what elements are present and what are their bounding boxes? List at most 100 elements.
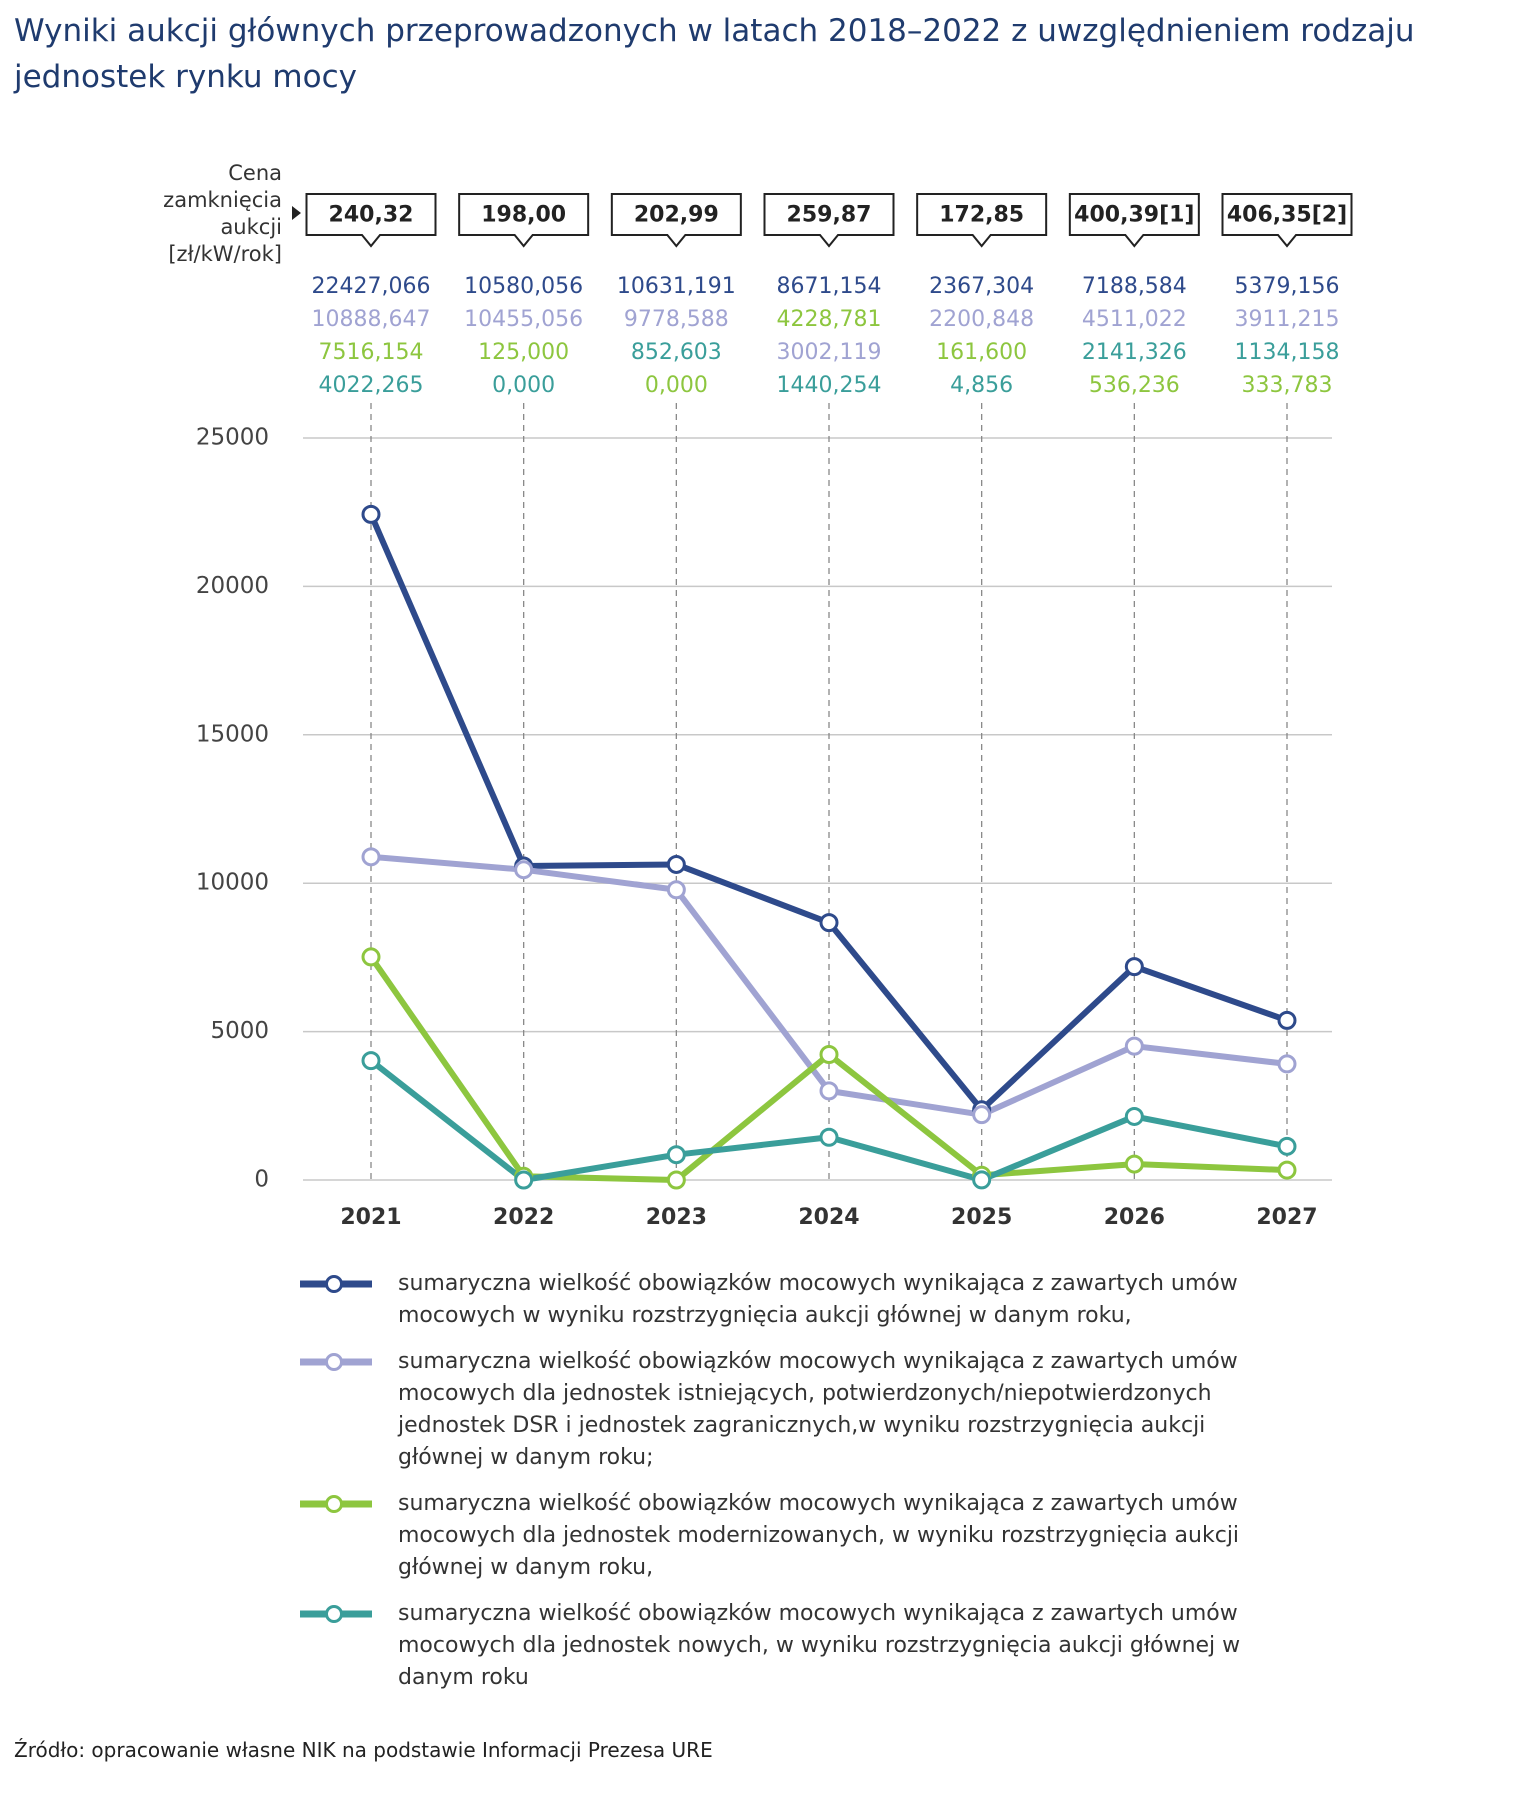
data-point	[1124, 1106, 1144, 1126]
value-label: 22427,066	[312, 274, 431, 299]
legend-swatch	[300, 1605, 372, 1623]
value-label: 10580,056	[464, 274, 583, 299]
legend-swatch	[300, 1495, 372, 1513]
y-tick-label: 20000	[196, 573, 269, 599]
value-label: 10455,056	[464, 307, 583, 332]
price-label: 400,39[1]	[1074, 203, 1194, 228]
data-point	[819, 913, 839, 933]
y-tick-label: 10000	[196, 870, 269, 896]
x-tick-label: 2022	[493, 1205, 554, 1230]
value-label: 4228,781	[777, 307, 882, 332]
price-box	[916, 193, 1048, 248]
value-label: 536,236	[1089, 373, 1180, 398]
x-tick-label: 2027	[1256, 1205, 1317, 1230]
data-point	[972, 1170, 992, 1190]
price-title: zamknięcia	[163, 188, 282, 212]
price-box	[610, 193, 742, 248]
data-point	[514, 860, 534, 880]
data-point	[666, 1170, 686, 1190]
data-point	[361, 1051, 381, 1071]
legend-item: sumaryczna wielkość obowiązków mocowych …	[300, 1488, 1278, 1584]
price-label: 198,00	[481, 203, 566, 228]
legend-swatch	[300, 1353, 372, 1371]
data-point	[1124, 1154, 1144, 1174]
data-point	[514, 1170, 534, 1190]
value-label: 0,000	[645, 373, 708, 398]
legend-marker	[325, 1495, 343, 1513]
data-point	[666, 880, 686, 900]
x-tick-label: 2025	[951, 1205, 1012, 1230]
value-label: 5379,156	[1235, 274, 1340, 299]
data-point	[1277, 1054, 1297, 1074]
legend-label: sumaryczna wielkość obowiązków mocowych …	[398, 1491, 1240, 1580]
data-point	[1124, 1036, 1144, 1056]
legend-item: sumaryczna wielkość obowiązków mocowych …	[300, 1598, 1278, 1694]
value-label: 2367,304	[929, 274, 1034, 299]
price-box	[1221, 193, 1353, 248]
data-point	[972, 1105, 992, 1125]
value-label: 161,600	[936, 340, 1027, 365]
y-tick-label: 5000	[210, 1018, 269, 1044]
value-label: 3911,215	[1235, 307, 1340, 332]
value-label: 852,603	[631, 340, 722, 365]
price-arrow	[292, 206, 301, 220]
data-point	[361, 847, 381, 867]
legend-item: sumaryczna wielkość obowiązków mocowych …	[300, 1346, 1278, 1474]
legend-label: sumaryczna wielkość obowiązków mocowych …	[398, 1271, 1238, 1328]
price-label: 202,99	[634, 203, 719, 228]
legend-label: sumaryczna wielkość obowiązków mocowych …	[398, 1349, 1238, 1470]
data-point	[819, 1127, 839, 1147]
value-label: 8671,154	[777, 274, 882, 299]
price-box	[1068, 193, 1200, 248]
legend-swatch	[300, 1275, 372, 1293]
x-tick-label: 2026	[1104, 1205, 1165, 1230]
data-point	[361, 504, 381, 524]
value-label: 7188,584	[1082, 274, 1187, 299]
data-point	[666, 1145, 686, 1165]
price-title: Cena	[228, 161, 282, 185]
legend-item: sumaryczna wielkość obowiązków mocowych …	[300, 1268, 1278, 1332]
value-label: 1440,254	[777, 373, 882, 398]
value-label: 0,000	[492, 373, 555, 398]
data-point	[1124, 957, 1144, 977]
price-title: [zł/kW/rok]	[168, 242, 282, 266]
value-label: 2200,848	[929, 307, 1034, 332]
data-point	[1277, 1136, 1297, 1156]
price-box	[305, 193, 437, 248]
price-label: 240,32	[329, 203, 414, 228]
value-label: 4,856	[950, 373, 1013, 398]
y-tick-label: 25000	[196, 425, 269, 451]
price-label: 406,35[2]	[1227, 203, 1347, 228]
value-label: 10631,191	[617, 274, 736, 299]
value-label: 2141,326	[1082, 340, 1187, 365]
price-box	[458, 193, 590, 248]
price-label: 259,87	[787, 203, 872, 228]
data-point	[819, 1081, 839, 1101]
legend-marker	[325, 1353, 343, 1371]
value-label: 10888,647	[312, 307, 431, 332]
price-label: 172,85	[939, 203, 1024, 228]
chart-title: Wyniki aukcji głównych przeprowadzonych …	[14, 13, 1415, 95]
x-tick-label: 2023	[646, 1205, 707, 1230]
price-title: aukcji	[220, 215, 282, 239]
x-tick-label: 2024	[798, 1205, 859, 1230]
legend-marker	[325, 1605, 343, 1623]
y-tick-label: 0	[254, 1167, 269, 1193]
x-tick-label: 2021	[340, 1205, 401, 1230]
value-label: 1134,158	[1235, 340, 1340, 365]
value-label: 3002,119	[777, 340, 882, 365]
value-label: 4022,265	[319, 373, 424, 398]
legend-marker	[325, 1275, 343, 1293]
data-point	[819, 1044, 839, 1064]
value-label: 4511,022	[1082, 307, 1187, 332]
data-point	[1277, 1160, 1297, 1180]
chart: 0 5000 10000 15000 20000 25000 Cena zamknięcia a…	[163, 161, 1353, 1230]
data-point	[666, 854, 686, 874]
legend: sumaryczna wielkość obowiązków mocowych …	[300, 1268, 1300, 1708]
value-label: 9778,588	[624, 307, 729, 332]
y-tick-label: 15000	[196, 721, 269, 747]
data-point	[1277, 1010, 1297, 1030]
legend-label: sumaryczna wielkość obowiązków mocowych …	[398, 1601, 1241, 1690]
value-label: 333,783	[1242, 373, 1333, 398]
